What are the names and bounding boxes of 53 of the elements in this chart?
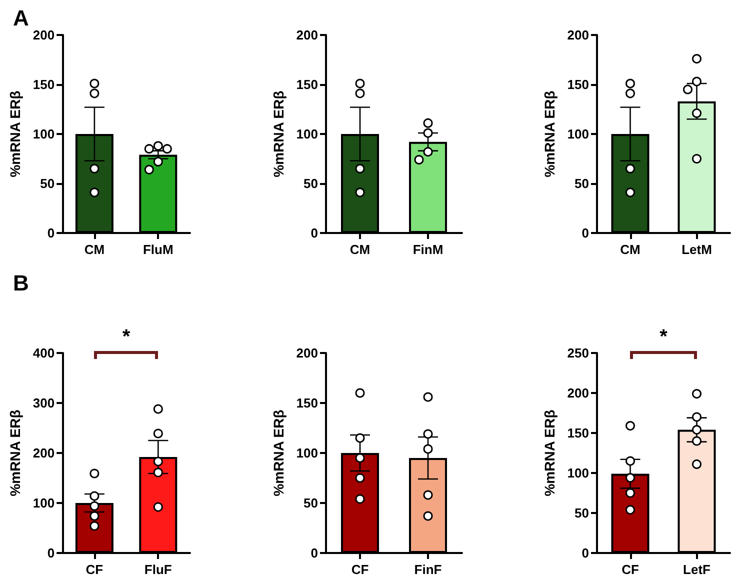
y-tick-label: 150 — [296, 77, 318, 92]
y-axis-title: %mRNA ERβ — [541, 409, 558, 496]
y-axis-title: %mRNA ERβ — [541, 90, 558, 178]
y-tick-label: 150 — [296, 396, 318, 410]
y-tick-label: 200 — [32, 28, 55, 42]
y-tick-label: 150 — [567, 426, 589, 440]
text: * — [658, 325, 668, 349]
y-axis-title: %mRNA ERβ — [270, 409, 286, 496]
y-tick-label: 100 — [32, 496, 55, 510]
y-tick-label: 100 — [567, 126, 589, 142]
x-tick-label: LetM — [682, 242, 712, 257]
y-axis-title: %mRNA ERβ — [7, 90, 23, 178]
y-tick-label: 50 — [574, 506, 589, 520]
y-tick-label: 150 — [567, 77, 589, 92]
x-tick-label: FinF — [414, 562, 442, 577]
y-tick-label: 0 — [582, 546, 589, 560]
y-tick-label: 0 — [47, 546, 55, 560]
y-tick-label: 100 — [567, 466, 589, 480]
y-tick-label: 50 — [304, 176, 318, 191]
y-tick-label: 50 — [574, 176, 589, 191]
x-tick-label: CF — [622, 562, 639, 577]
y-tick-label: 150 — [32, 77, 55, 92]
y-tick-label: 200 — [296, 28, 318, 42]
x-tick-label: CF — [86, 562, 104, 577]
y-tick-label: 0 — [582, 226, 589, 240]
x-tick-label: FluM — [142, 242, 174, 257]
x-tick-label: CF — [351, 562, 369, 577]
y-axis-title: %mRNA ERβ — [7, 409, 23, 496]
y-axis-title: %mRNA ERβ — [270, 90, 286, 178]
x-tick-label: FluF — [144, 562, 172, 577]
y-tick-label: 200 — [567, 386, 589, 400]
y-tick-label: 300 — [32, 396, 55, 410]
y-tick-label: 200 — [32, 446, 55, 460]
y-tick-label: 400 — [32, 346, 55, 360]
y-tick-label: 100 — [32, 126, 55, 142]
y-tick-label: 100 — [296, 126, 318, 142]
y-tick-label: 0 — [310, 546, 318, 560]
x-tick-label: CM — [620, 242, 640, 257]
y-tick-label: 200 — [567, 28, 589, 42]
y-tick-label: 250 — [567, 346, 589, 360]
text: * — [121, 325, 132, 349]
y-tick-label: 50 — [40, 176, 55, 191]
x-tick-label: CM — [350, 242, 370, 257]
chart-title: B — [13, 270, 29, 296]
x-tick-label: CM — [84, 242, 105, 257]
y-tick-label: 0 — [47, 226, 55, 240]
x-tick-label: LetF — [683, 562, 711, 577]
y-tick-label: 0 — [310, 226, 318, 240]
y-tick-label: 200 — [296, 346, 318, 360]
y-tick-label: 100 — [296, 446, 318, 460]
chart-title: A — [13, 6, 29, 30]
x-tick-label: FinM — [412, 242, 444, 257]
y-tick-label: 50 — [304, 496, 318, 510]
